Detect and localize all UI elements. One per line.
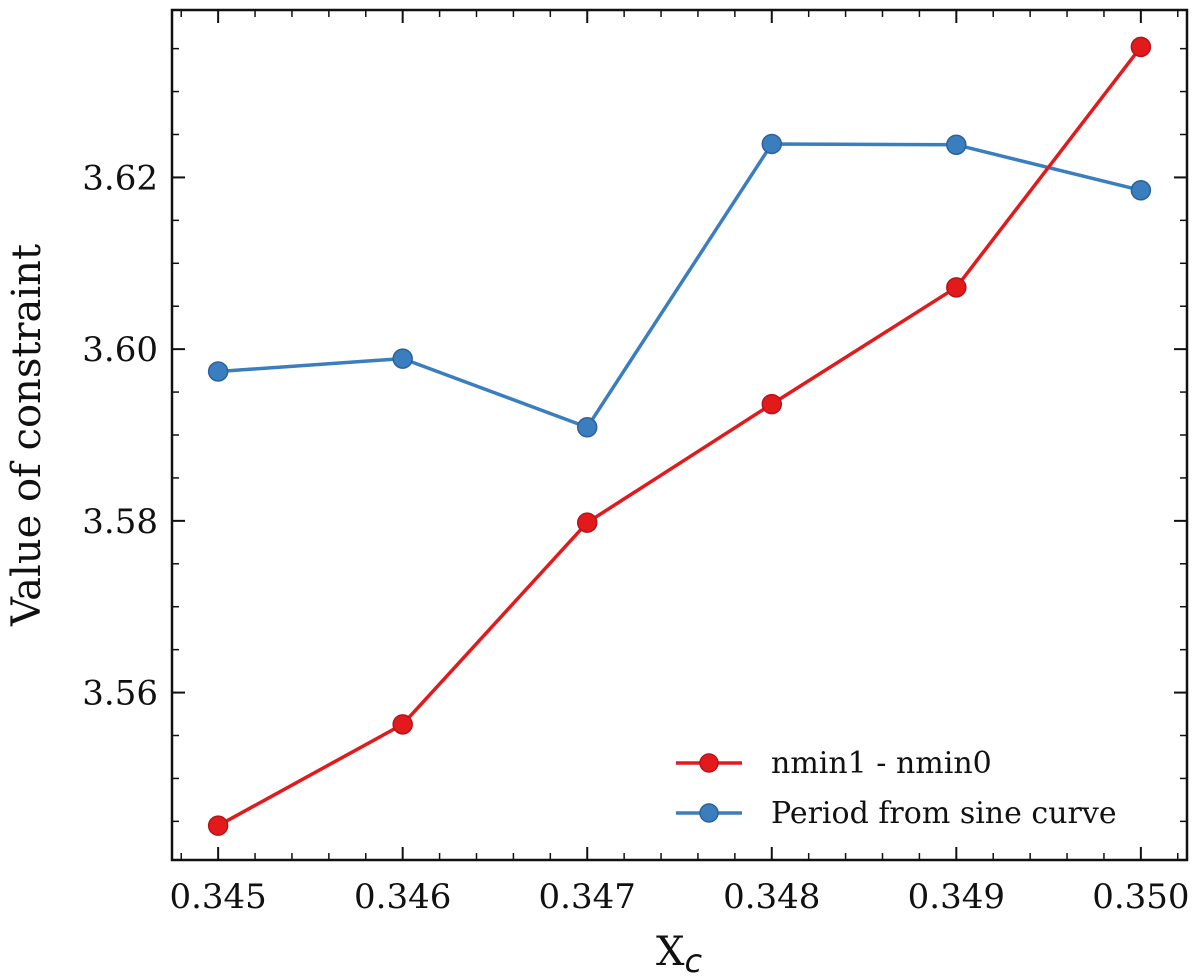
- series-1-point: [392, 348, 413, 369]
- series-1-point: [761, 133, 783, 155]
- legend-label-period: Period from sine curve: [771, 796, 1117, 831]
- series-0-point: [207, 815, 229, 836]
- series-layer: [207, 36, 1152, 836]
- series-0-point: [392, 714, 413, 735]
- major-ticks: [172, 10, 1187, 860]
- x-axis-title-main: X: [656, 929, 685, 975]
- x-tick-label: 0.349: [908, 877, 1005, 917]
- legend-label-nmin: nmin1 - nmin0: [771, 746, 992, 781]
- series-1-point: [576, 417, 598, 438]
- x-tick-label: 0.350: [1092, 877, 1189, 917]
- x-tick-label: 0.346: [354, 877, 451, 917]
- y-tick-label: 3.56: [82, 674, 158, 714]
- x-tick-label: 0.348: [723, 877, 820, 917]
- x-tick-labels: 0.345 0.346 0.347 0.348 0.349 0.350: [169, 877, 1189, 917]
- series-line-1: [218, 142, 1142, 430]
- x-tick-label: 0.347: [539, 877, 636, 917]
- series-1-point: [946, 134, 967, 156]
- legend: nmin1 - nmin0 Period from sine curve: [676, 746, 1117, 831]
- y-tick-label: 3.60: [82, 330, 158, 370]
- y-tick-label: 3.58: [82, 502, 158, 542]
- plot-frame: [170, 8, 1189, 862]
- series-1-point: [207, 361, 229, 382]
- legend-marker-period: [699, 803, 719, 823]
- x-axis-title-subscript: c: [684, 942, 702, 979]
- series-0-point: [1130, 36, 1152, 58]
- series-1-point: [1130, 180, 1152, 201]
- series-0-point: [576, 512, 598, 533]
- series-0-point: [946, 277, 967, 298]
- series-line-0: [217, 45, 1143, 828]
- series-0-point: [761, 393, 783, 415]
- legend-marker-nmin: [699, 753, 719, 773]
- y-tick-labels: 3.56 3.58 3.60 3.62: [82, 158, 158, 713]
- y-tick-label: 3.62: [82, 158, 158, 198]
- y-axis-title: Value of constraint: [4, 244, 50, 627]
- plot-area-background: [172, 10, 1187, 860]
- x-tick-label: 0.345: [169, 877, 266, 917]
- x-axis-title: Xc: [656, 929, 702, 979]
